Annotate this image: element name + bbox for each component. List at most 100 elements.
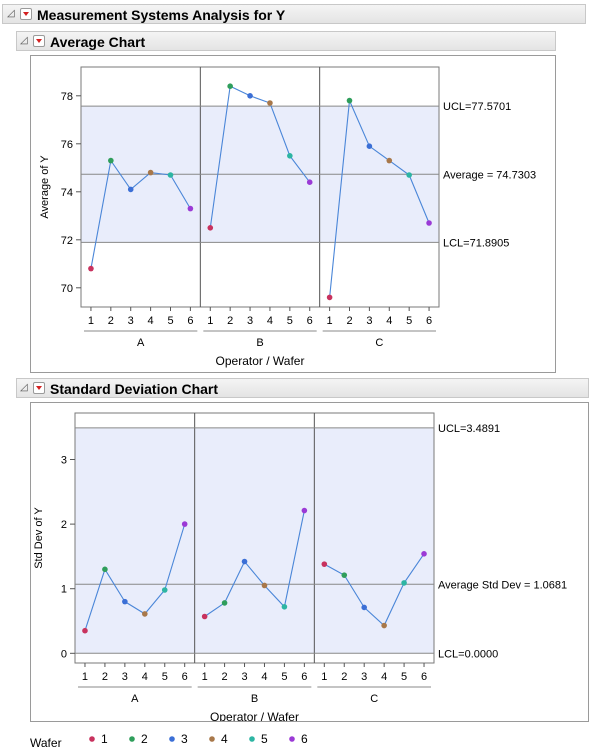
data-point bbox=[102, 566, 108, 573]
group-label: A bbox=[137, 337, 145, 349]
x-tick-label: 1 bbox=[88, 315, 94, 327]
x-tick-label: 1 bbox=[321, 671, 327, 683]
x-tick-label: 3 bbox=[361, 671, 367, 683]
limit-label: Average = 74.7303 bbox=[443, 169, 536, 181]
legend-swatch bbox=[289, 736, 295, 742]
y-axis-label: Average of Y bbox=[39, 155, 51, 219]
data-point bbox=[147, 169, 154, 176]
x-tick-label: 4 bbox=[148, 315, 154, 327]
limit-label: UCL=77.5701 bbox=[443, 101, 511, 113]
legend-swatch bbox=[209, 736, 215, 742]
plot-frame bbox=[74, 412, 435, 664]
average-chart-title: Average Chart bbox=[50, 34, 146, 50]
legend-swatch bbox=[129, 736, 135, 742]
x-tick-label: 6 bbox=[182, 671, 188, 683]
red-menu-icon[interactable] bbox=[20, 8, 32, 20]
series-line bbox=[329, 98, 430, 298]
y-tick-label: 3 bbox=[61, 455, 67, 467]
x-tick-label: 1 bbox=[207, 315, 213, 327]
stddev-chart-header: ◿ Standard Deviation Chart bbox=[16, 378, 589, 398]
data-point bbox=[361, 604, 367, 611]
data-point bbox=[127, 186, 134, 193]
control-limit-band bbox=[75, 427, 434, 654]
average-chart: UCL=77.5701 Average = 74.7303 LCL=71.8905 7… bbox=[39, 66, 536, 368]
x-tick-label: 2 bbox=[102, 671, 108, 683]
legend-item-label: 2 bbox=[141, 732, 148, 746]
x-tick-label: 1 bbox=[327, 315, 333, 327]
legend-item-label: 6 bbox=[301, 732, 308, 746]
red-menu-icon[interactable] bbox=[33, 35, 45, 47]
x-tick-label: 2 bbox=[346, 315, 352, 327]
group-label: A bbox=[131, 693, 139, 705]
y-tick-label: 74 bbox=[61, 187, 73, 199]
x-tick-label: 6 bbox=[307, 315, 313, 327]
disclosure-triangle-icon[interactable]: ◿ bbox=[7, 8, 15, 19]
x-tick-label: 1 bbox=[82, 671, 88, 683]
wafer-legend: Wafer 1 2 3 4 5 6 bbox=[30, 730, 330, 755]
disclosure-triangle-icon[interactable]: ◿ bbox=[20, 382, 28, 393]
data-point bbox=[381, 622, 387, 629]
series-line bbox=[324, 553, 425, 627]
legend-item-label: 1 bbox=[101, 732, 108, 746]
y-tick-label: 2 bbox=[61, 519, 67, 531]
data-point bbox=[386, 157, 393, 164]
data-point bbox=[88, 265, 94, 272]
x-axis-label: Operator / Wafer bbox=[210, 710, 299, 721]
x-tick-label: 1 bbox=[202, 671, 208, 683]
stddev-chart: UCL=3.4891 Average Std Dev = 1.0681 LCL=0.… bbox=[33, 412, 567, 724]
data-point bbox=[227, 83, 233, 89]
data-point bbox=[207, 225, 214, 231]
series-line bbox=[90, 159, 191, 269]
x-tick-label: 2 bbox=[227, 315, 233, 327]
data-point bbox=[366, 143, 373, 149]
x-tick-label: 2 bbox=[341, 671, 347, 683]
data-point bbox=[247, 93, 253, 99]
y-tick-label: 76 bbox=[61, 139, 73, 151]
x-tick-label: 3 bbox=[366, 315, 372, 327]
x-tick-label: 2 bbox=[222, 671, 228, 683]
data-point bbox=[287, 153, 293, 159]
series-line bbox=[204, 510, 305, 617]
x-tick-label: 3 bbox=[122, 671, 128, 683]
red-menu-icon[interactable] bbox=[33, 382, 45, 394]
x-tick-label: 3 bbox=[128, 315, 134, 327]
limit-label: LCL=71.8905 bbox=[443, 237, 509, 249]
y-tick-label: 1 bbox=[61, 584, 67, 596]
legend-title: Wafer bbox=[30, 736, 62, 750]
data-point bbox=[321, 561, 328, 567]
data-point bbox=[261, 582, 268, 589]
x-tick-label: 5 bbox=[281, 671, 287, 683]
stddev-chart-panel: UCL=3.4891 Average Std Dev = 1.0681 LCL=0.… bbox=[30, 402, 589, 724]
x-tick-label: 5 bbox=[167, 315, 173, 327]
average-chart-panel: UCL=77.5701 Average = 74.7303 LCL=71.8905 7… bbox=[30, 55, 556, 373]
legend-item-label: 3 bbox=[181, 732, 188, 746]
y-tick-label: 78 bbox=[61, 91, 73, 103]
x-tick-label: 4 bbox=[142, 671, 148, 683]
legend-swatch bbox=[169, 736, 175, 742]
series-line bbox=[84, 523, 186, 631]
data-point bbox=[167, 172, 174, 178]
legend-swatch bbox=[249, 736, 255, 742]
group-label: C bbox=[370, 693, 378, 705]
data-point bbox=[241, 558, 248, 565]
x-tick-label: 5 bbox=[162, 671, 168, 683]
disclosure-triangle-icon[interactable]: ◿ bbox=[20, 35, 28, 46]
data-point bbox=[421, 551, 427, 557]
x-tick-label: 4 bbox=[261, 671, 267, 683]
data-point bbox=[142, 611, 148, 617]
x-tick-label: 2 bbox=[108, 315, 114, 327]
report-header: ◿ Measurement Systems Analysis for Y bbox=[2, 4, 586, 24]
x-tick-label: 6 bbox=[421, 671, 427, 683]
plot-frame bbox=[80, 66, 440, 308]
x-axis-label: Operator / Wafer bbox=[216, 354, 305, 368]
group-label: B bbox=[251, 693, 258, 705]
data-point bbox=[401, 580, 407, 586]
data-point bbox=[181, 521, 188, 527]
x-tick-label: 6 bbox=[187, 315, 193, 327]
x-tick-label: 5 bbox=[406, 315, 412, 327]
data-point bbox=[301, 507, 308, 514]
x-tick-label: 4 bbox=[386, 315, 392, 327]
data-point bbox=[281, 603, 288, 610]
limit-label: Average Std Dev = 1.0681 bbox=[438, 579, 567, 591]
data-point bbox=[306, 179, 313, 185]
